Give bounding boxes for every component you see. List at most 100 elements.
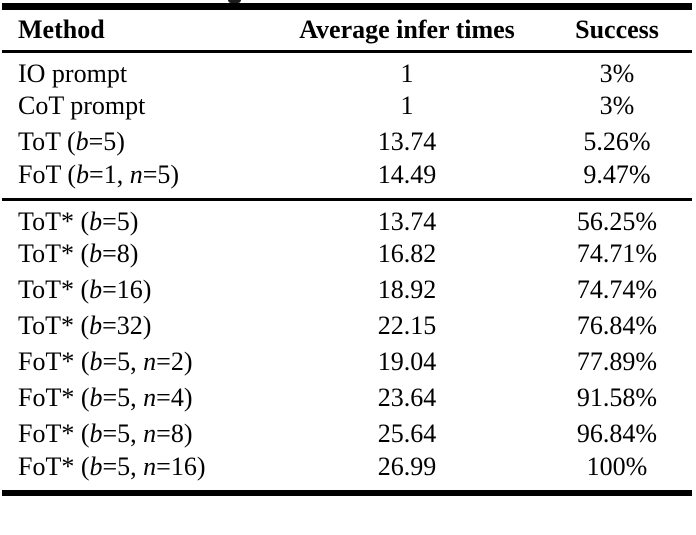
method-cell: ToT (b=5)	[2, 125, 272, 161]
method-text: =8)	[102, 239, 139, 269]
avg-infer-times-cell: 26.99	[377, 451, 437, 481]
math-variable: b	[75, 127, 89, 157]
math-variable: n	[143, 347, 157, 377]
method-text: FoT* (	[18, 383, 90, 413]
table-row: CoT prompt 1 3%	[2, 89, 692, 125]
table-row: ToT (b=5) 13.74 5.26%	[2, 125, 692, 161]
method-text: =5,	[102, 419, 144, 449]
column-header-method: Method	[18, 14, 105, 44]
method-cell: ToT* (b=16)	[2, 273, 272, 309]
math-variable: b	[89, 239, 103, 269]
avg-infer-times-cell: 1	[400, 59, 414, 88]
method-cell: ToT* (b=32)	[2, 309, 272, 345]
method-cell: IO prompt	[2, 52, 272, 89]
method-text: FoT* (	[18, 419, 90, 449]
method-text: FoT* (	[18, 347, 90, 377]
method-text: =5,	[102, 347, 144, 377]
table-section-star-variants: ToT* (b=5) 13.74 56.25% ToT* (b=8) 16.82 74.7…	[2, 200, 692, 494]
method-text: =5)	[142, 159, 180, 189]
column-header-success: Success	[575, 14, 659, 44]
table-row: FoT (b=1, n=5) 14.49 9.47%	[2, 159, 692, 200]
math-variable: n	[143, 383, 157, 413]
clipped-caption-descender	[228, 0, 241, 3]
success-rate-cell: 96.84%	[576, 419, 658, 449]
avg-infer-times-cell: 1	[400, 91, 414, 121]
method-text: =5)	[88, 127, 125, 157]
table-row: IO prompt 1 3%	[2, 52, 692, 89]
method-text: =8)	[156, 419, 193, 449]
method-text: ToT* (	[18, 239, 90, 269]
success-rate-cell: 77.89%	[576, 347, 658, 377]
avg-infer-times-cell: 14.49	[377, 159, 437, 189]
method-cell: FoT* (b=5, n=16)	[2, 451, 272, 494]
math-variable: b	[89, 207, 103, 237]
method-text: IO prompt	[18, 59, 128, 88]
success-rate-cell: 91.58%	[576, 383, 658, 413]
method-text: ToT* (	[18, 311, 90, 341]
method-cell: FoT (b=1, n=5)	[2, 159, 272, 200]
math-variable: b	[89, 383, 103, 413]
table-row: ToT* (b=8) 16.82 74.71%	[2, 237, 692, 273]
method-text: =16)	[156, 451, 206, 481]
math-variable: b	[89, 347, 103, 377]
method-text: =1,	[89, 159, 130, 189]
column-header-avg-infer-times: Average infer times	[299, 14, 515, 44]
success-rate-cell: 9.47%	[583, 159, 651, 189]
table-row: ToT* (b=5) 13.74 56.25%	[2, 200, 692, 237]
math-variable: n	[129, 159, 143, 189]
table-section-baselines: IO prompt 1 3% CoT prompt 1 3% ToT (b=5) 13.74 5…	[2, 52, 692, 200]
avg-infer-times-cell: 22.15	[377, 311, 437, 341]
math-variable: b	[89, 419, 103, 449]
header-row: Method Average infer times Success	[2, 7, 692, 52]
method-text: =2)	[156, 347, 193, 377]
results-table: Method Average infer times Success IO pr…	[2, 3, 692, 497]
math-variable: n	[143, 451, 157, 481]
success-rate-cell: 5.26%	[583, 127, 651, 157]
math-variable: b	[89, 275, 103, 305]
method-text: FoT* (	[18, 451, 90, 481]
success-rate-cell: 3%	[599, 59, 635, 88]
method-cell: ToT* (b=8)	[2, 237, 272, 273]
avg-infer-times-cell: 25.64	[377, 419, 437, 449]
math-variable: b	[76, 159, 90, 189]
method-cell: FoT* (b=5, n=2)	[2, 345, 272, 381]
method-text: ToT* (	[18, 275, 90, 305]
method-text: =5,	[102, 383, 144, 413]
method-text: CoT prompt	[18, 91, 146, 121]
table-row: FoT* (b=5, n=8) 25.64 96.84%	[2, 417, 692, 453]
success-rate-cell: 3%	[599, 91, 635, 121]
method-text: ToT (	[18, 127, 76, 157]
method-cell: FoT* (b=5, n=4)	[2, 381, 272, 417]
math-variable: b	[89, 311, 103, 341]
math-variable: n	[143, 419, 157, 449]
avg-infer-times-cell: 16.82	[377, 239, 437, 269]
method-cell: CoT prompt	[2, 89, 272, 125]
method-text: =5)	[102, 207, 139, 237]
method-cell: FoT* (b=5, n=8)	[2, 417, 272, 453]
method-text: =16)	[102, 275, 152, 305]
table-row: FoT* (b=5, n=16) 26.99 100%	[2, 451, 692, 494]
avg-infer-times-cell: 13.74	[377, 207, 437, 237]
method-cell: ToT* (b=5)	[2, 200, 272, 237]
table-header: Method Average infer times Success	[2, 7, 692, 52]
table-row: FoT* (b=5, n=4) 23.64 91.58%	[2, 381, 692, 417]
table-row: FoT* (b=5, n=2) 19.04 77.89%	[2, 345, 692, 381]
success-rate-cell: 74.74%	[576, 275, 658, 305]
avg-infer-times-cell: 23.64	[377, 383, 437, 413]
table-row: ToT* (b=32) 22.15 76.84%	[2, 309, 692, 345]
method-text: =32)	[102, 311, 152, 341]
math-variable: b	[89, 451, 103, 481]
avg-infer-times-cell: 18.92	[377, 275, 437, 305]
method-text: =4)	[156, 383, 193, 413]
avg-infer-times-cell: 19.04	[377, 347, 437, 377]
avg-infer-times-cell: 13.74	[377, 127, 437, 157]
success-rate-cell: 100%	[586, 451, 648, 481]
success-rate-cell: 76.84%	[576, 311, 658, 341]
table-row: ToT* (b=16) 18.92 74.74%	[2, 273, 692, 309]
success-rate-cell: 74.71%	[576, 239, 658, 269]
method-text: FoT (	[18, 159, 77, 189]
success-rate-cell: 56.25%	[576, 207, 658, 237]
method-text: =5,	[102, 451, 144, 481]
method-text: ToT* (	[18, 207, 90, 237]
